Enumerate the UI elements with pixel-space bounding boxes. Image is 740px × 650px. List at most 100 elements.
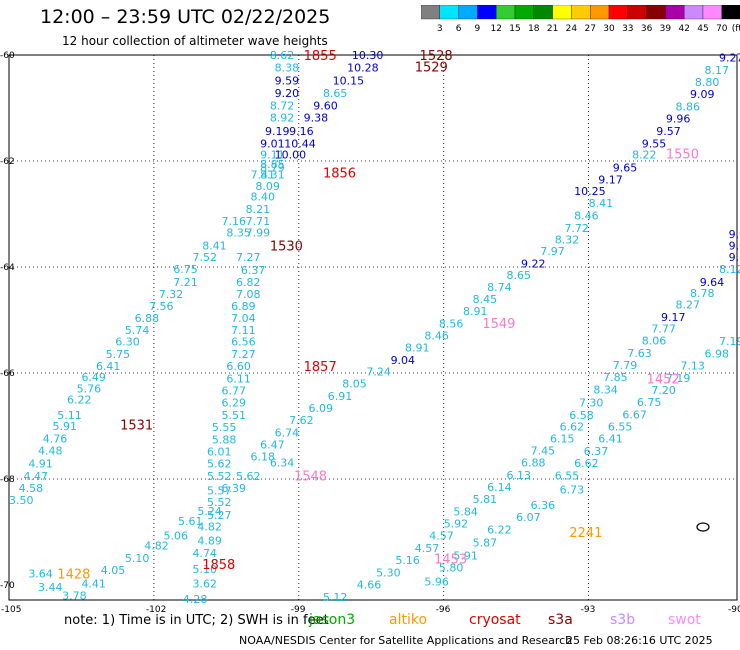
color-scale-swatch	[552, 5, 572, 20]
wave-height-value: 6.22	[67, 394, 92, 407]
longitude-label: -102	[146, 605, 166, 615]
wave-height-value: 6.89	[231, 300, 256, 313]
color-scale-tick: 18	[528, 24, 540, 34]
wave-height-value: 6.73	[560, 484, 585, 497]
wave-height-value: 6.77	[222, 384, 247, 397]
wave-height-value: 8.92	[270, 112, 295, 125]
wave-height-value: 6.22	[487, 523, 512, 536]
wave-height-value: 8.79	[260, 161, 285, 174]
pass-time-label: 1529	[415, 61, 448, 76]
wave-height-value: 7.45	[531, 444, 556, 457]
color-scale-tick: 30	[603, 24, 615, 34]
pass-time-label: 1857	[304, 360, 337, 375]
wave-height-value: 8.62	[270, 49, 295, 62]
color-scale-tick: 21	[547, 24, 558, 34]
wave-height-value: 8.46	[424, 329, 449, 342]
wave-height-value: 8.78	[690, 287, 715, 300]
wave-height-value: 5.12	[323, 591, 348, 604]
pass-time-label: 1856	[323, 167, 356, 182]
pass-time-label: 1530	[270, 239, 303, 254]
wave-height-value: 9.59	[275, 74, 300, 87]
wave-height-value: 7.04	[231, 312, 256, 325]
satellite-s3a: s3a	[548, 612, 573, 628]
wave-height-value: 9.09	[690, 88, 715, 101]
wave-height-value: 5.27	[207, 509, 232, 522]
wave-height-value: 7.97	[540, 245, 565, 258]
wave-height-value: 5.88	[212, 433, 237, 446]
note-text: note: 1) Time is in UTC; 2) SWH is in fe…	[64, 613, 329, 628]
wave-height-value: 6.09	[308, 402, 333, 415]
wave-height-value: 5.16	[395, 554, 420, 567]
wave-height-value: 8.32	[555, 233, 580, 246]
wave-height-value: 7.71	[246, 215, 270, 228]
wave-height-value: 8.40	[251, 191, 276, 204]
wave-height-value: 8.85	[260, 158, 285, 171]
satellite-s3b: s3b	[610, 612, 636, 628]
color-scale-tick: 42	[678, 24, 689, 34]
wave-height-value: 5.87	[473, 537, 498, 550]
wave-height-value: 6.56	[231, 336, 256, 349]
wave-height-value: 8.72	[270, 99, 295, 112]
wave-height-value: 3.78	[62, 590, 87, 603]
wave-height-value: 5.62	[236, 470, 261, 483]
color-scale-tick: 6	[456, 24, 462, 34]
wave-height-value: 10.28	[347, 62, 379, 75]
wave-height-value: 6.47	[260, 439, 285, 452]
wave-height-value: 7.62	[289, 414, 314, 427]
wave-height-value: 6.41	[598, 433, 623, 446]
wave-height-value: 8.56	[439, 318, 464, 331]
longitude-label: -96	[436, 605, 451, 615]
map-title: 12:00 – 23:59 UTC 02/22/2025	[40, 6, 331, 28]
longitude-label: -105	[1, 605, 21, 615]
wave-height-value: 6.15	[550, 433, 575, 446]
wave-height-value: 8.45	[473, 293, 498, 306]
color-scale-swatch	[458, 5, 478, 20]
wave-height-value: 5.55	[212, 421, 237, 434]
wave-height-value: 9.55	[642, 138, 667, 151]
wave-height-value: 6.01	[207, 445, 232, 458]
latitude-label: -62	[0, 157, 15, 167]
color-scale-tick: 27	[584, 24, 595, 34]
wave-height-value: 7.77	[651, 322, 676, 335]
pass-time-label: 1452	[647, 372, 680, 387]
wave-height-value: 7.08	[236, 288, 261, 301]
wave-height-value: 5.92	[444, 518, 469, 531]
wave-height-value: 8.74	[487, 281, 512, 294]
wave-height-value: 6.39	[222, 482, 247, 495]
pass-time-label: 1548	[294, 469, 327, 484]
wave-height-value: 9.20	[275, 87, 300, 100]
wave-height-value: 8.46	[574, 210, 599, 223]
wave-height-value: 8.27	[676, 299, 701, 312]
map-subtitle: 12 hour collection of altimeter wave hei…	[62, 34, 328, 48]
color-scale-swatch	[684, 5, 704, 20]
wave-height-value: 4.66	[357, 578, 382, 591]
wave-height-value: 6.36	[531, 499, 556, 512]
wave-height-value: 8.12	[719, 263, 740, 276]
color-scale-swatch	[571, 5, 591, 20]
wave-height-value: 7.19	[666, 372, 691, 385]
wave-height-value: 7.21	[173, 276, 198, 289]
wave-height-value: 9.64	[700, 276, 725, 289]
color-scale-swatch	[646, 5, 666, 20]
wave-height-value: 4.74	[193, 547, 218, 560]
wave-height-value: 5.24	[197, 505, 222, 518]
wave-height-value: 5.80	[439, 562, 464, 575]
wave-height-value: 7.41	[251, 168, 276, 181]
wave-height-value: 5.30	[376, 566, 401, 579]
wave-height-value: 8.91	[463, 305, 488, 318]
wave-height-value: 5.52	[207, 470, 232, 483]
wave-height-value: 3.64	[28, 567, 53, 580]
wave-height-value: 5.61	[178, 515, 203, 528]
wave-height-value: 4.47	[23, 470, 47, 483]
wave-height-value: 8.86	[676, 100, 701, 113]
wave-height-value: 6.91	[328, 390, 353, 403]
color-scale-swatch	[590, 5, 610, 20]
wave-height-value: 7.11	[231, 324, 256, 337]
wave-height-value: 8.65	[506, 269, 531, 282]
wave-height-value: 5.96	[424, 575, 449, 588]
wave-height-value: 10.30	[352, 49, 384, 62]
wave-height-value: 5.51	[222, 409, 247, 422]
wave-height-value: 4.91	[28, 458, 53, 471]
pass-time-label: 1528	[420, 49, 453, 64]
